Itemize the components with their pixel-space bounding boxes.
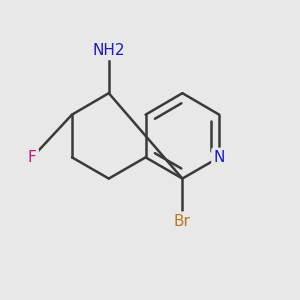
Text: F: F [28, 150, 37, 165]
Text: N: N [214, 150, 225, 165]
Text: NH2: NH2 [92, 43, 125, 58]
Text: Br: Br [174, 214, 191, 229]
